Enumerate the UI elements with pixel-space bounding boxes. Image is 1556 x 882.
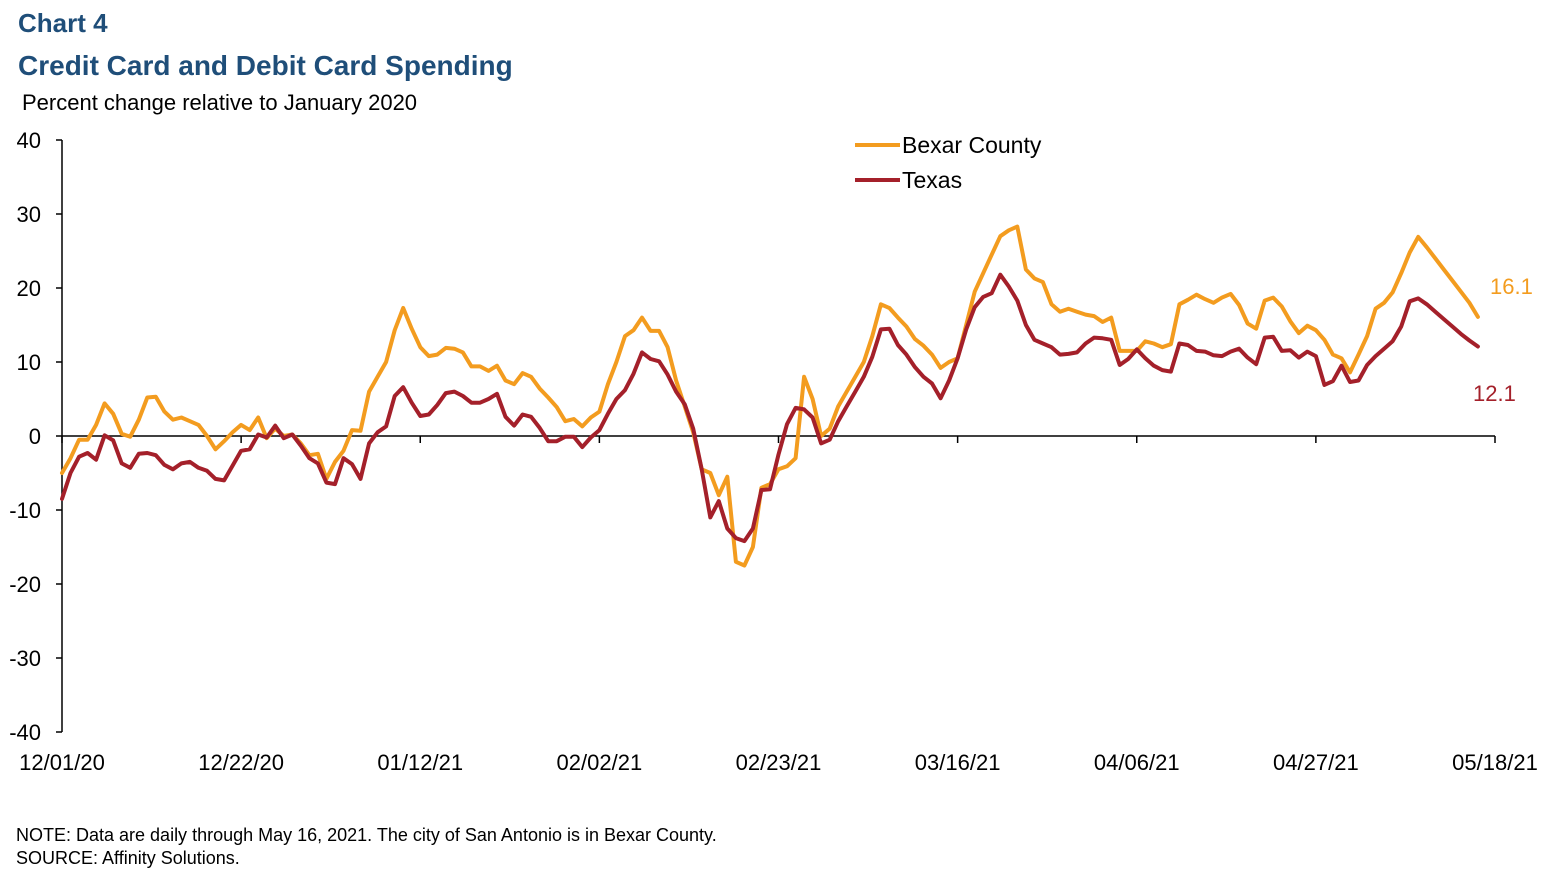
- x-tick-label: 04/06/21: [1094, 750, 1180, 775]
- x-tick-label: 12/01/20: [19, 750, 105, 775]
- x-tick-label: 03/16/21: [915, 750, 1001, 775]
- y-tick-label: 0: [29, 424, 41, 449]
- source-text: SOURCE: Affinity Solutions.: [16, 848, 240, 868]
- legend-label-texas: Texas: [902, 167, 962, 193]
- footer-notes: NOTE: Data are daily through May 16, 202…: [16, 824, 717, 870]
- y-tick-label: -30: [9, 646, 41, 671]
- y-tick-label: -20: [9, 572, 41, 597]
- x-tick-label: 02/23/21: [736, 750, 822, 775]
- x-tick-label: 05/18/21: [1452, 750, 1538, 775]
- x-tick-label: 04/27/21: [1273, 750, 1359, 775]
- x-tick-label: 02/02/21: [557, 750, 643, 775]
- legend-label-bexar-county: Bexar County: [902, 132, 1042, 158]
- end-value-label-texas: 12.1: [1473, 381, 1516, 406]
- chart-subtitle: Percent change relative to January 2020: [22, 90, 418, 115]
- y-tick-label: -10: [9, 498, 41, 523]
- y-tick-label: 20: [17, 276, 41, 301]
- y-tick-label: 40: [17, 128, 41, 153]
- chart-number: Chart 4: [18, 8, 108, 38]
- end-value-label-bexar-county: 16.1: [1490, 274, 1533, 299]
- y-tick-label: 30: [17, 202, 41, 227]
- chart-title: Credit Card and Debit Card Spending: [18, 50, 513, 81]
- y-tick-label: -40: [9, 720, 41, 745]
- note-text: NOTE: Data are daily through May 16, 202…: [16, 825, 717, 845]
- line-chart: -40 -30 -20 -10 0 10 20 30 40 12/01/20 12/22/20 01/…: [9, 128, 1538, 775]
- series-line-texas: [60, 272, 1480, 544]
- series-line-bexar-county: [60, 224, 1480, 568]
- x-tick-label: 01/12/21: [377, 750, 463, 775]
- x-tick-label: 12/22/20: [198, 750, 284, 775]
- y-tick-label: 10: [17, 350, 41, 375]
